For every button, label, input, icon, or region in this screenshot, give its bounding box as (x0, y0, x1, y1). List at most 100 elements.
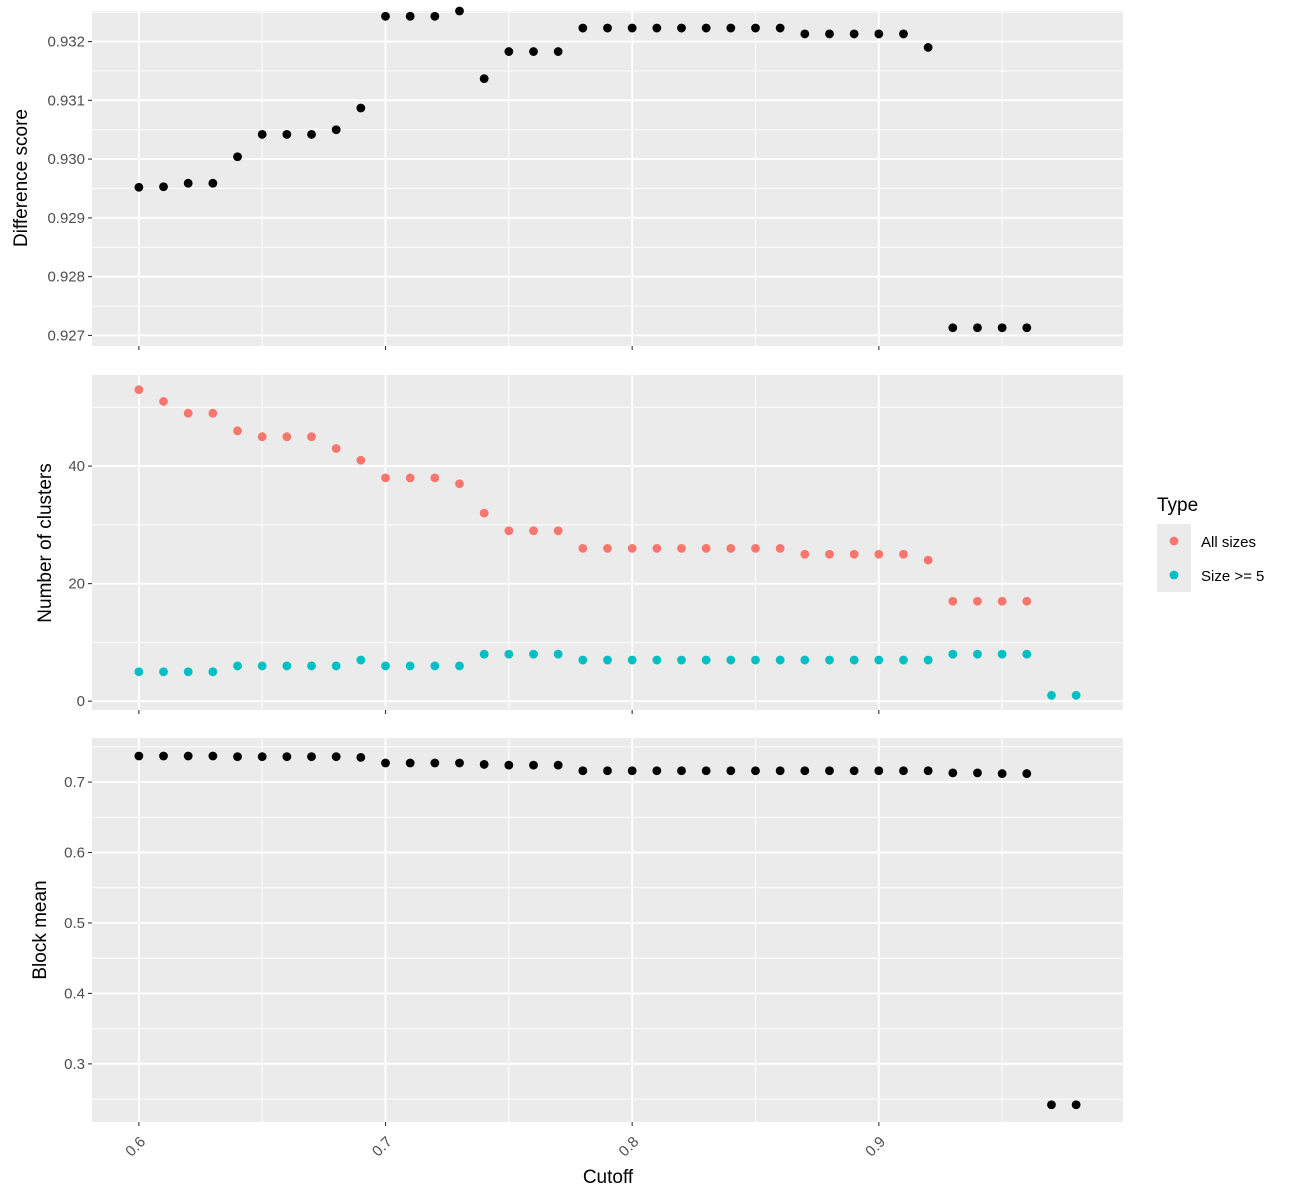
block-mean-panel-background (92, 738, 1123, 1122)
number-of-clusters-point-size-5 (479, 649, 489, 659)
number-of-clusters-point-all-sizes (257, 432, 267, 442)
number-of-clusters-point-size-5 (356, 655, 366, 665)
number-of-clusters-point-all-sizes (997, 596, 1007, 606)
block-mean-point-series (973, 768, 982, 778)
legend-title: Type (1157, 495, 1198, 516)
difference-score-point-series (208, 178, 218, 188)
difference-score-point-series (529, 47, 538, 56)
difference-score-point-series (455, 6, 464, 16)
number-of-clusters-point-size-5 (553, 649, 563, 659)
number-of-clusters-point-all-sizes (529, 526, 538, 536)
block-mean-point-series (381, 758, 390, 768)
legend-key-all-sizes (1169, 536, 1179, 546)
number-of-clusters-point-size-5 (973, 649, 982, 659)
difference-score-point-series (701, 23, 711, 33)
legend: Type All sizes Size >= 5 (1157, 495, 1264, 592)
number-of-clusters-point-size-5 (701, 655, 711, 665)
block-mean-y-tick-label: 0.6 (64, 844, 85, 861)
number-of-clusters-point-size-5 (134, 667, 144, 677)
difference-score-point-series (603, 23, 612, 33)
number-of-clusters-point-all-sizes (282, 432, 292, 442)
number-of-clusters-point-all-sizes (479, 508, 489, 518)
number-of-clusters-point-size-5 (775, 655, 785, 665)
number-of-clusters-point-size-5 (208, 667, 218, 677)
number-of-clusters-point-all-sizes (430, 473, 440, 483)
block-mean-point-series (849, 766, 859, 776)
block-mean-point-series (504, 760, 514, 770)
difference-score-point-series (504, 47, 514, 56)
block-mean-point-series (233, 752, 242, 762)
number-of-clusters-point-size-5 (381, 661, 390, 671)
difference-score-point-series (997, 323, 1007, 333)
number-of-clusters-point-size-5 (751, 655, 760, 665)
block-mean-point-series (307, 752, 316, 762)
difference-score-point-series (257, 130, 267, 139)
block-mean-point-series (208, 751, 218, 761)
block-mean-point-series (825, 766, 834, 776)
number-of-clusters-point-all-sizes (899, 549, 908, 559)
number-of-clusters-point-size-5 (1022, 649, 1032, 659)
number-of-clusters-point-all-sizes (652, 543, 662, 553)
number-of-clusters-point-all-sizes (233, 426, 242, 436)
number-of-clusters-point-all-sizes (307, 432, 316, 442)
difference-score-point-series (282, 130, 292, 139)
difference-score-y-tick-label: 0.927 (47, 327, 85, 344)
difference-score-y-tick-label: 0.928 (47, 269, 85, 286)
difference-score-point-series (553, 47, 563, 56)
difference-score-point-series (479, 74, 489, 83)
number-of-clusters-point-all-sizes (701, 543, 711, 553)
block-mean-point-series (331, 752, 341, 762)
difference-score-y-tick-label: 0.929 (47, 210, 85, 227)
block-mean-point-series (677, 766, 686, 776)
block-mean-point-series (529, 760, 538, 770)
difference-score-y-tick-label: 0.931 (47, 92, 85, 109)
block-mean-point-series (479, 760, 489, 769)
number-of-clusters-point-all-sizes (603, 543, 612, 553)
block-mean-point-series (553, 760, 563, 770)
block-mean-point-series (159, 751, 168, 761)
number-of-clusters-point-size-5 (726, 655, 736, 665)
number-of-clusters-point-all-sizes (455, 479, 464, 489)
number-of-clusters-point-all-sizes (553, 526, 563, 536)
difference-score-point-series (948, 323, 958, 333)
number-of-clusters-point-size-5 (578, 655, 588, 665)
difference-score-panel-background (92, 11, 1123, 346)
difference-score-point-series (800, 29, 810, 39)
legend-label-size-5: Size >= 5 (1201, 568, 1264, 585)
number-of-clusters-point-all-sizes (948, 596, 958, 606)
block-mean-y-tick-label: 0.5 (64, 915, 85, 932)
number-of-clusters-point-size-5 (923, 655, 933, 665)
number-of-clusters-point-size-5 (603, 655, 612, 665)
y-axis-title-difference-score: Difference score (11, 109, 32, 247)
block-mean-point-series (1022, 769, 1032, 778)
number-of-clusters-y-tick-label: 0 (77, 693, 85, 710)
difference-score-point-series (356, 103, 366, 113)
difference-score-point-series (849, 29, 859, 39)
difference-score-point-series (430, 11, 440, 21)
block-mean-point-series (603, 766, 612, 776)
block-mean-point-series (430, 758, 440, 768)
number-of-clusters-point-all-sizes (800, 549, 810, 559)
number-of-clusters-point-size-5 (159, 667, 168, 677)
legend-key-size-5 (1169, 570, 1179, 580)
number-of-clusters-point-all-sizes (627, 543, 637, 553)
number-of-clusters-point-all-sizes (973, 596, 982, 606)
number-of-clusters-y-tick-label: 20 (68, 576, 85, 593)
number-of-clusters-point-all-sizes (159, 397, 168, 406)
number-of-clusters-point-size-5 (405, 661, 415, 671)
number-of-clusters-point-size-5 (307, 661, 316, 671)
number-of-clusters-panel: 0 20 40 (68, 375, 1123, 714)
legend-label-all-sizes: All sizes (1201, 534, 1256, 551)
block-mean-point-series (455, 758, 464, 768)
number-of-clusters-point-size-5 (627, 655, 637, 665)
block-mean-point-series (282, 752, 292, 762)
block-mean-point-series (997, 769, 1007, 778)
number-of-clusters-point-all-sizes (923, 555, 933, 565)
block-mean-y-tick-label: 0.3 (64, 1056, 85, 1073)
x-axis-title: Cutoff (583, 1167, 634, 1188)
difference-score-point-series (159, 182, 168, 192)
number-of-clusters-point-all-sizes (849, 549, 859, 559)
difference-score-point-series (183, 178, 193, 188)
number-of-clusters-point-all-sizes (1022, 596, 1032, 606)
